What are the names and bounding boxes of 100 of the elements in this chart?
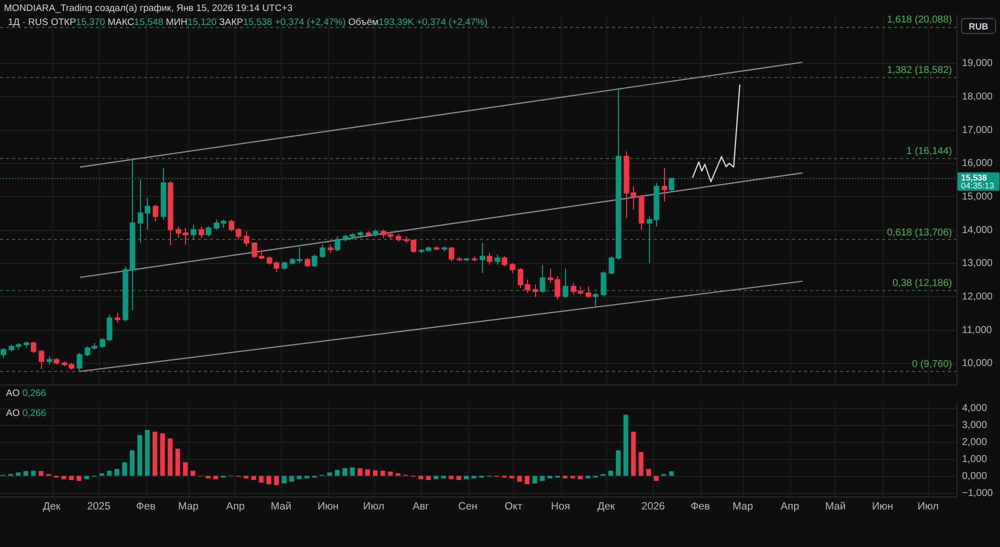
bar — [380, 470, 386, 476]
bar — [388, 472, 393, 476]
x-tick-label: Мар — [732, 500, 754, 512]
candlestick — [456, 256, 462, 262]
x-tick-label: Дек — [42, 500, 61, 512]
ref-line-label: 15,538 04:35:13 — [961, 172, 994, 191]
x-tick-label: 2025 — [87, 500, 111, 512]
bar — [258, 476, 264, 483]
x-tick-label: Апр — [226, 500, 245, 512]
x-tick-label: Май — [825, 500, 846, 512]
candlestick — [480, 242, 486, 274]
y-tick-label: 1,000 — [962, 454, 988, 466]
candlestick — [46, 356, 52, 366]
y-tick-label: 13,000 — [962, 258, 994, 270]
y-tick-label: 10,000 — [962, 358, 994, 370]
bar — [396, 473, 400, 476]
x-tick-label: Дек — [597, 500, 616, 512]
y-tick-label: 19,000 — [962, 58, 994, 70]
y-tick-label: −1,000 — [962, 488, 994, 499]
bar — [137, 435, 142, 476]
x-tick-label: Фев — [690, 500, 710, 512]
bar — [107, 470, 112, 476]
candlestick — [244, 230, 250, 247]
bar — [372, 470, 378, 476]
bar — [152, 432, 158, 476]
y-tick-label: 15,000 — [962, 192, 994, 203]
candlestick — [662, 168, 668, 202]
candlestick — [358, 230, 364, 238]
candlestick — [592, 292, 598, 308]
candlestick — [586, 286, 592, 298]
bar — [334, 470, 340, 476]
bar — [38, 471, 44, 476]
candlestick — [502, 256, 508, 267]
x-tick-label: Апр — [780, 500, 800, 512]
ref-line-label: 0 (9,760) — [912, 359, 952, 370]
candlestick — [328, 244, 334, 254]
y-tick-label: 3,000 — [962, 420, 988, 432]
candlestick — [198, 226, 204, 238]
candlestick — [510, 262, 516, 274]
x-tick-label: Май — [270, 500, 292, 512]
bar — [244, 476, 248, 478]
candlestick — [206, 226, 212, 237]
bar — [517, 476, 522, 482]
candlestick — [562, 268, 568, 298]
bar — [84, 476, 89, 480]
ref-line-label: 0,618 (13,706) — [886, 227, 952, 238]
y-tick-label: 12,000 — [962, 292, 994, 303]
bar — [16, 472, 21, 476]
bar — [562, 476, 568, 478]
candlestick — [54, 358, 60, 366]
bar — [548, 476, 552, 478]
bar — [631, 432, 636, 476]
candlestick — [0, 348, 6, 358]
candlestick — [282, 260, 288, 270]
bar — [441, 476, 446, 478]
candlestick — [366, 230, 372, 237]
candlestick — [304, 258, 310, 268]
candlestick — [494, 254, 500, 266]
bar — [623, 414, 628, 476]
candlestick — [334, 236, 340, 252]
bar — [646, 469, 651, 476]
bar — [69, 476, 74, 480]
x-tick-label: Июл — [363, 500, 384, 512]
x-tick-label: Фев — [136, 500, 156, 512]
x-tick-label: Июн — [872, 500, 894, 512]
bar — [31, 470, 36, 476]
candlestick — [442, 246, 448, 252]
line-series — [692, 84, 740, 182]
chart-title: MONDIARA_Trading создал(а) график, Янв 15, 2026 19:14 UTC+3 — [4, 3, 293, 14]
y-tick-label: 14,000 — [962, 224, 994, 236]
y-axis-title: RUB — [968, 22, 989, 32]
candlestick — [372, 229, 378, 237]
bar — [168, 438, 172, 476]
bar — [342, 468, 348, 476]
candlestick — [190, 224, 196, 240]
annotation: AO 0,266 — [6, 408, 46, 419]
x-tick-label: Июл — [917, 500, 939, 512]
candlestick — [486, 252, 492, 266]
bar — [570, 476, 576, 478]
bar — [327, 472, 332, 476]
candlestick — [320, 244, 326, 258]
bar — [304, 476, 310, 478]
bar — [175, 448, 180, 476]
x-tick-label: 2026 — [642, 500, 666, 512]
candlestick — [532, 284, 538, 298]
bar — [274, 476, 279, 486]
bar — [510, 476, 514, 478]
candlestick — [24, 340, 30, 348]
bar — [266, 476, 272, 484]
bar — [282, 476, 286, 484]
bar — [638, 452, 644, 476]
bar — [251, 476, 256, 480]
ref-line-label: 1,382 (18,582) — [886, 64, 952, 76]
ref-line-label: 1 (16,144) — [906, 146, 952, 158]
x-tick-label: Мар — [178, 500, 199, 512]
bar — [472, 476, 476, 478]
y-tick-label: 0,000 — [962, 470, 988, 482]
bar — [426, 476, 431, 480]
candlestick — [168, 180, 174, 246]
bar — [669, 471, 674, 476]
